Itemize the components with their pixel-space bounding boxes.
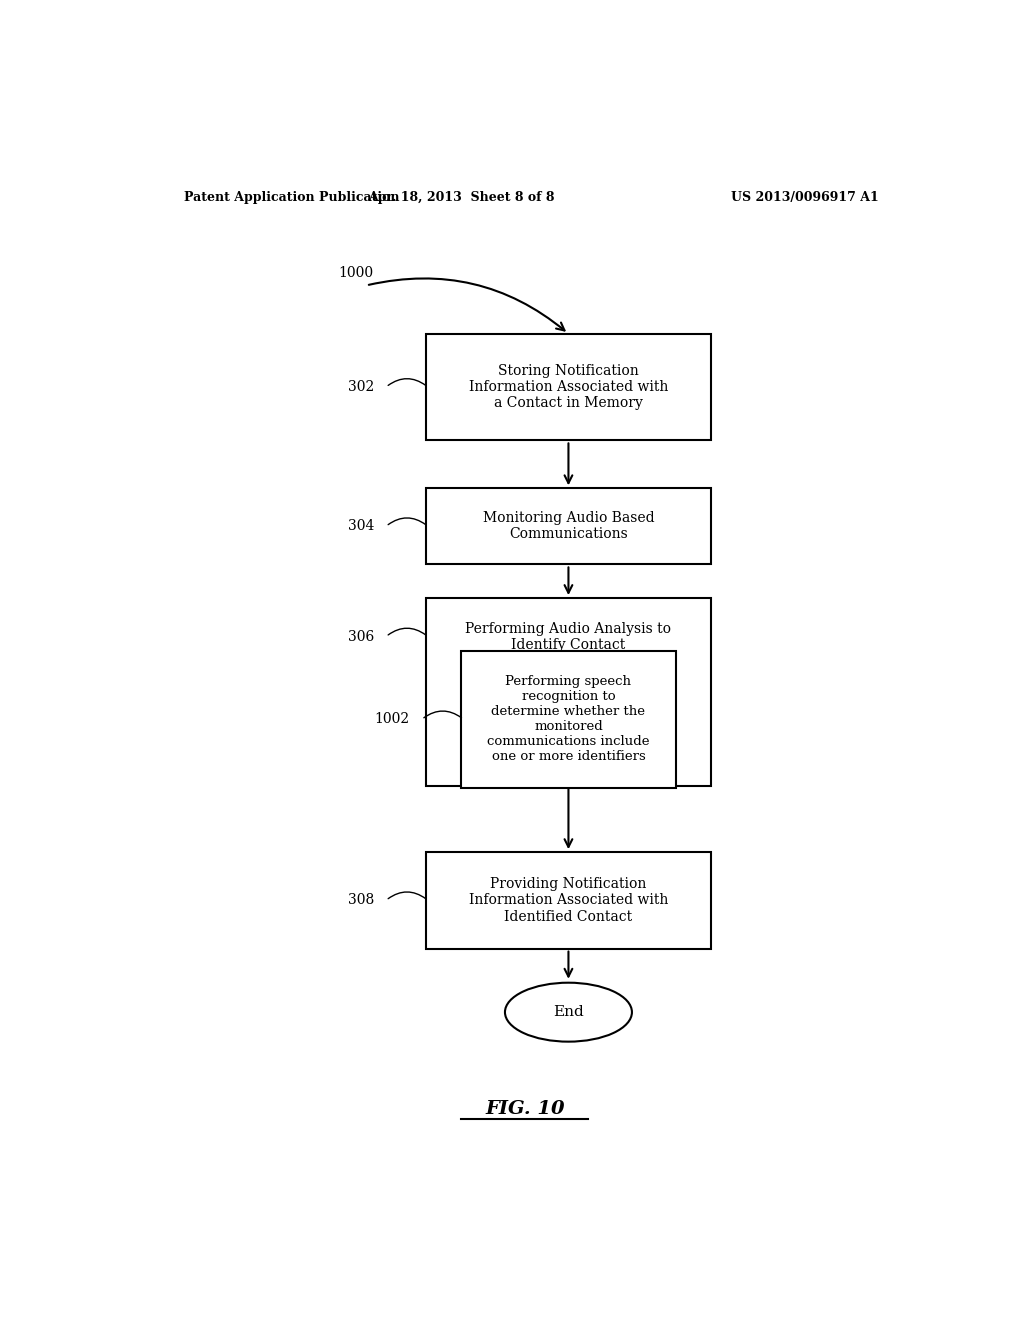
Text: Apr. 18, 2013  Sheet 8 of 8: Apr. 18, 2013 Sheet 8 of 8 xyxy=(368,190,555,203)
Text: 304: 304 xyxy=(347,519,374,533)
Text: 308: 308 xyxy=(348,894,374,907)
Text: 302: 302 xyxy=(348,380,374,395)
FancyBboxPatch shape xyxy=(426,334,712,441)
Text: End: End xyxy=(553,1005,584,1019)
Text: US 2013/0096917 A1: US 2013/0096917 A1 xyxy=(731,190,879,203)
Text: Providing Notification
Information Associated with
Identified Contact: Providing Notification Information Assoc… xyxy=(469,878,668,924)
Text: Storing Notification
Information Associated with
a Contact in Memory: Storing Notification Information Associa… xyxy=(469,364,668,411)
Text: Performing Audio Analysis to
Identify Contact: Performing Audio Analysis to Identify Co… xyxy=(466,622,672,652)
Text: 1002: 1002 xyxy=(375,713,410,726)
Ellipse shape xyxy=(505,982,632,1041)
Text: 306: 306 xyxy=(348,630,374,644)
Text: 1000: 1000 xyxy=(338,267,374,280)
Text: Monitoring Audio Based
Communications: Monitoring Audio Based Communications xyxy=(482,511,654,541)
FancyBboxPatch shape xyxy=(462,651,676,788)
Text: Patent Application Publication: Patent Application Publication xyxy=(183,190,399,203)
Text: FIG. 10: FIG. 10 xyxy=(485,1100,564,1118)
FancyBboxPatch shape xyxy=(426,598,712,785)
FancyBboxPatch shape xyxy=(426,488,712,565)
FancyBboxPatch shape xyxy=(426,853,712,949)
Text: Performing speech
recognition to
determine whether the
monitored
communications : Performing speech recognition to determi… xyxy=(487,676,649,763)
